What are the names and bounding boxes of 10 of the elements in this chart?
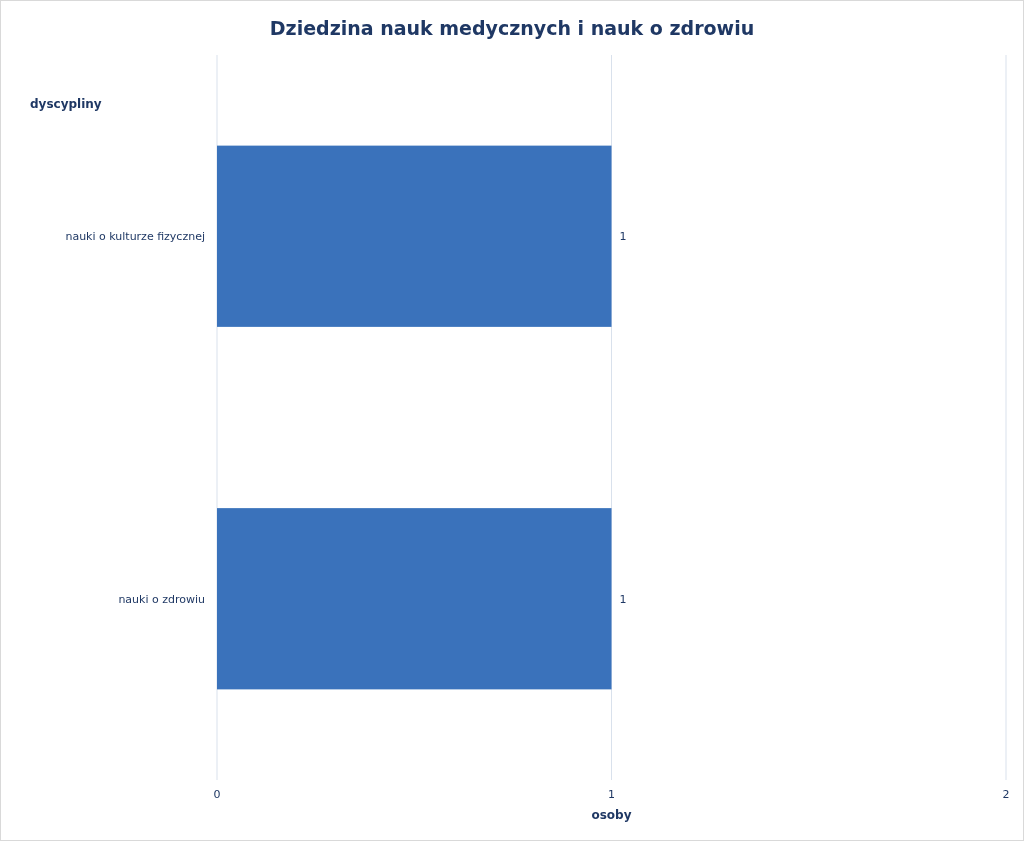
x-tick-label: 1 xyxy=(608,788,615,801)
chart-title: Dziedzina nauk medycznych i nauk o zdrowiu xyxy=(269,17,755,39)
x-axis-title: osoby xyxy=(591,808,632,822)
data-label: 1 xyxy=(619,230,627,244)
y-tick-label: nauki o kulturze fizycznej xyxy=(65,230,205,244)
data-label: 1 xyxy=(619,592,627,606)
x-tick-label: 2 xyxy=(1002,788,1010,801)
x-tick-label: 0 xyxy=(213,788,221,801)
y-tick-label: nauki o zdrowiu xyxy=(118,592,205,606)
y-axis-title: dyscypliny xyxy=(30,97,102,111)
